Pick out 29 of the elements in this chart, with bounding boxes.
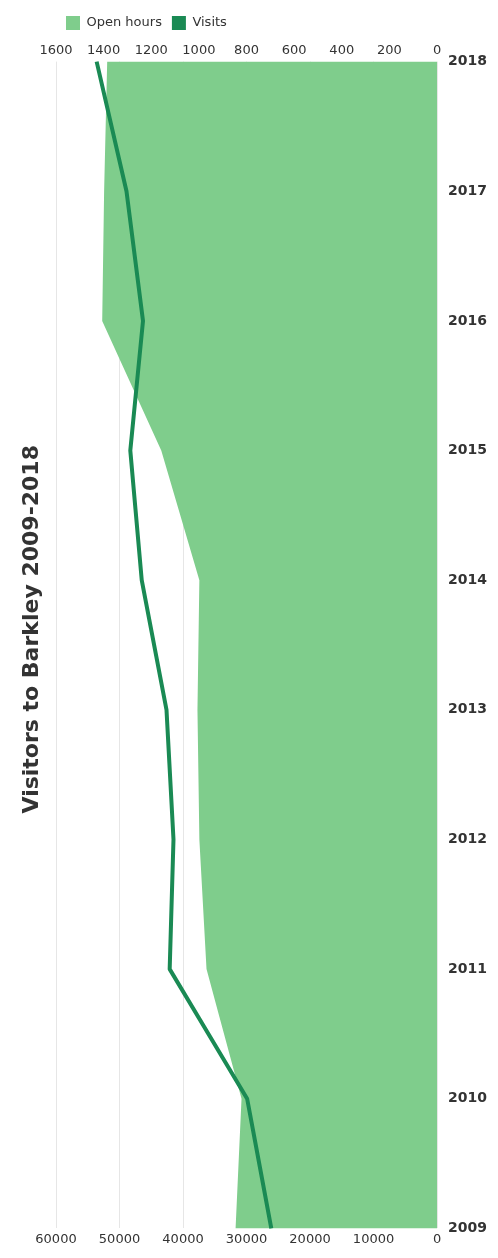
x-tick-label: 10000 [352, 1230, 395, 1246]
x2-tick-label: 1000 [182, 42, 216, 58]
x2-tick-label: 1600 [39, 42, 73, 58]
x-tick-label: 60000 [35, 1230, 77, 1246]
legend-label: Open hours [86, 14, 163, 30]
y-tick-label: 2014 [448, 570, 488, 587]
y-tick-label: 2010 [448, 1089, 488, 1106]
x2-tick-label: 1400 [87, 42, 121, 58]
x-tick-label: 0 [432, 1230, 442, 1246]
y-tick-label: 2013 [448, 700, 487, 717]
y-tick-label: 2009 [448, 1219, 487, 1236]
legend-label: Visits [192, 14, 228, 30]
x2-tick-label: 400 [329, 42, 355, 58]
y-tick-label: 2017 [448, 181, 487, 198]
x-tick-label: 50000 [98, 1230, 141, 1246]
text: Visitors to Barkley 2009-2018 [17, 444, 43, 814]
x-tick-label: 30000 [225, 1230, 268, 1246]
y-tick-label: 2018 [448, 52, 487, 69]
x2-tick-label: 800 [234, 42, 259, 58]
x2-tick-label: 600 [281, 42, 307, 58]
y-tick-label: 2011 [448, 959, 487, 976]
x2-tick-label: 0 [432, 42, 442, 58]
y-tick-label: 2016 [448, 311, 487, 328]
y-tick-label: 2012 [448, 830, 487, 847]
y-tick-label: 2015 [448, 441, 487, 458]
x2-tick-label: 1200 [134, 42, 168, 58]
x-tick-label: 20000 [289, 1230, 331, 1246]
x-tick-label: 40000 [162, 1230, 204, 1246]
x2-tick-label: 200 [376, 42, 402, 58]
